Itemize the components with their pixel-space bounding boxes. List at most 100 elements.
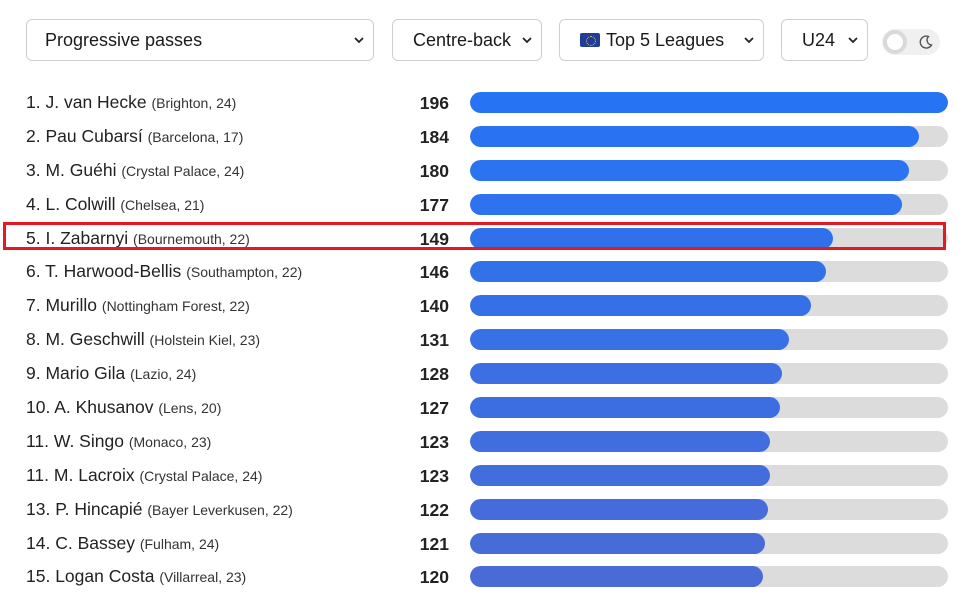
theme-toggle[interactable] [882,29,940,55]
position-select[interactable]: Centre-back [392,19,542,61]
bar-track [470,193,948,215]
filter-bar: Progressive passes Centre-back Top 5 Lea… [0,19,976,63]
player-name-text: M. Geschwill [45,329,145,350]
bar-fill [470,532,766,554]
player-name-text: A. Khusanov [54,397,154,418]
stat-value: 140 [419,296,449,317]
player-name-text: P. Hincapié [55,498,143,519]
bar-track [470,464,948,486]
bar-fill [470,261,827,283]
league-select[interactable]: Top 5 Leagues [559,19,764,61]
bar-track [470,92,948,113]
table-row[interactable]: 9. Mario Gila (Lazio, 24) 128 [0,357,976,391]
bar-fill [470,363,783,385]
player-club-age: (Lens, 20) [158,400,222,417]
stat-value: 121 [419,533,449,554]
player-name: 11. M. Lacroix (Crystal Palace, 24) [26,465,262,486]
player-club-age: (Villarreal, 23) [159,569,247,586]
table-row[interactable]: 6. T. Harwood-Bellis (Southampton, 22) 14… [0,255,976,289]
bar-track [470,261,948,283]
player-name: 6. T. Harwood-Bellis (Southampton, 22) [26,261,302,282]
player-name: 2. Pau Cubarsí (Barcelona, 17) [26,126,243,147]
stat-value: 180 [419,160,449,181]
table-row[interactable]: 11. W. Singo (Monaco, 23) 123 [0,425,976,459]
table-row[interactable]: 11. M. Lacroix (Crystal Palace, 24) 123 [0,459,976,493]
age-select-label: U24 [802,29,836,50]
bar-fill [470,498,768,520]
player-club-age: (Lazio, 24) [130,366,197,383]
table-row[interactable]: 15. Logan Costa (Villarreal, 23) 120 [0,560,976,594]
chevron-down-icon [744,37,754,44]
stat-select-label: Progressive passes [45,29,203,50]
player-rank: 2. [26,125,41,146]
league-select-label: Top 5 Leagues [606,29,725,50]
player-name: 1. J. van Hecke (Brighton, 24) [26,92,236,113]
player-club-age: (Southampton, 22) [186,264,303,281]
stat-select[interactable]: Progressive passes [26,19,374,61]
table-row[interactable]: 2. Pau Cubarsí (Barcelona, 17) 184 [0,120,976,154]
bar-track [470,363,948,385]
player-rank: 1. [26,92,41,112]
player-rank: 11. [26,430,50,451]
chevron-down-icon [354,37,364,44]
player-name: 14. C. Bassey (Fulham, 24) [26,533,219,554]
player-name-text: I. Zabarnyi [45,227,129,248]
chevron-down-icon [522,37,532,44]
table-row[interactable]: 3. M. Guéhi (Crystal Palace, 24) 180 [0,154,976,188]
table-row[interactable]: 8. M. Geschwill (Holstein Kiel, 23) 131 [0,323,976,357]
player-rank: 9. [26,363,41,384]
player-name-text: T. Harwood-Bellis [45,261,182,282]
player-name: 15. Logan Costa (Villarreal, 23) [26,566,246,587]
bar-track [470,125,948,147]
player-rank: 8. [26,329,41,350]
player-name-text: L. Colwill [45,193,116,214]
bar-track [470,430,948,452]
player-name-text: Logan Costa [55,566,155,587]
table-row[interactable]: 14. C. Bassey (Fulham, 24) 121 [0,527,976,561]
bar-fill [470,566,763,588]
player-name: 11. W. Singo (Monaco, 23) [26,431,211,452]
table-row[interactable]: 10. A. Khusanov (Lens, 20) 127 [0,391,976,425]
player-name-text: J. van Hecke [45,92,147,112]
stat-value: 123 [419,431,449,452]
stat-value: 196 [419,93,449,113]
player-rank: 7. [26,295,41,316]
table-row[interactable]: 4. L. Colwill (Chelsea, 21) 177 [0,188,976,222]
player-club-age: (Bayer Leverkusen, 22) [147,501,293,518]
player-club-age: (Holstein Kiel, 23) [149,332,261,349]
player-name: 8. M. Geschwill (Holstein Kiel, 23) [26,329,260,350]
bar-track [470,329,948,351]
player-name-text: Mario Gila [45,363,126,384]
player-name-text: M. Guéhi [45,159,117,180]
player-name: 4. L. Colwill (Chelsea, 21) [26,194,204,215]
table-row[interactable]: 1. J. van Hecke (Brighton, 24) 196 [0,86,976,120]
bar-fill [470,430,770,452]
bar-fill [470,295,812,317]
age-select[interactable]: U24 [781,19,868,61]
table-row[interactable]: 7. Murillo (Nottingham Forest, 22) 140 [0,289,976,323]
player-name-text: W. Singo [53,430,124,451]
bar-track [470,397,948,419]
player-name-text: M. Lacroix [53,464,135,485]
league-select-content: Top 5 Leagues [560,30,724,51]
bar-fill [470,92,948,113]
table-row[interactable]: 13. P. Hincapié (Bayer Leverkusen, 22) 12… [0,493,976,527]
stat-value: 149 [419,228,449,249]
bar-track [470,159,948,181]
player-club-age: (Nottingham Forest, 22) [101,298,250,315]
bar-fill [470,159,909,181]
player-name: 5. I. Zabarnyi (Bournemouth, 22) [26,228,250,249]
player-club-age: (Crystal Palace, 24) [139,467,263,484]
stat-value: 122 [419,499,449,520]
player-name: 9. Mario Gila (Lazio, 24) [26,363,196,384]
player-name-text: C. Bassey [55,532,135,553]
player-club-age: (Chelsea, 21) [120,196,205,213]
bar-fill [470,227,834,249]
player-club-age: (Monaco, 23) [128,433,212,450]
player-rank: 11. [26,464,50,485]
bar-track [470,532,948,554]
bar-track [470,566,948,588]
stat-value: 123 [419,465,449,486]
player-club-age: (Bournemouth, 22) [133,230,250,247]
table-row[interactable]: 5. I. Zabarnyi (Bournemouth, 22) 149 [0,222,976,256]
